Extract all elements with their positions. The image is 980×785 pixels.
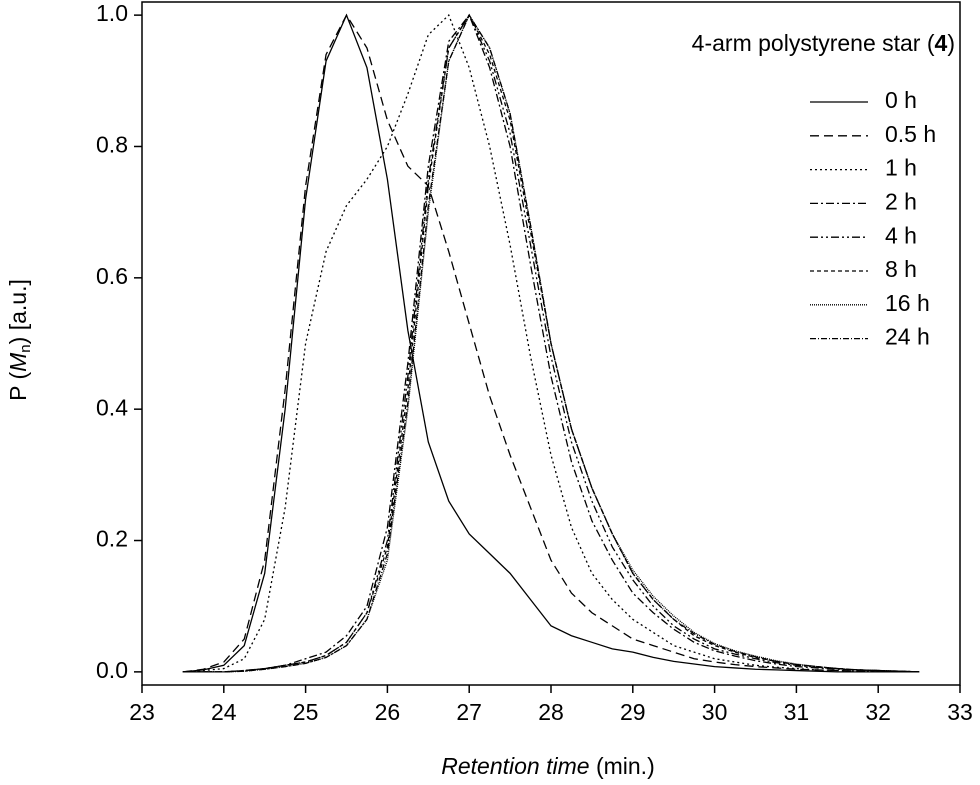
y-axis-title-part: M: [5, 352, 31, 372]
y-axis-title-part: ) [a.u.]: [5, 279, 31, 344]
x-tick-label: 31: [784, 699, 810, 725]
y-axis-title: P (Mn) [a.u.]: [5, 279, 34, 401]
x-tick-label: 24: [211, 699, 237, 725]
x-tick-label: 30: [702, 699, 728, 725]
x-tick-label: 33: [947, 699, 973, 725]
legend-label: 2 h: [885, 188, 917, 214]
x-tick-label: 26: [375, 699, 401, 725]
legend-label: 0.5 h: [885, 121, 936, 147]
y-tick-label: 0.4: [96, 394, 128, 420]
x-tick-label: 25: [293, 699, 319, 725]
y-tick-label: 0.8: [96, 132, 128, 158]
legend-label: 4 h: [885, 222, 917, 248]
x-axis-title-part: Retention time: [441, 753, 589, 779]
y-axis-title-part: P (: [5, 372, 31, 401]
legend-label: 8 h: [885, 256, 917, 282]
x-tick-label: 28: [538, 699, 564, 725]
y-tick-label: 1.0: [96, 0, 128, 26]
data-line: [182, 13, 920, 673]
annotation-text: 4: [935, 30, 948, 56]
data-line: [182, 13, 920, 673]
x-tick-label: 27: [456, 699, 482, 725]
legend-label: 24 h: [885, 324, 930, 350]
legend-label: 16 h: [885, 290, 930, 316]
x-tick-label: 23: [129, 699, 155, 725]
legend-label: 1 h: [885, 155, 917, 181]
data-line: [182, 13, 920, 673]
annotation: 4-arm polystyrene star (4): [692, 30, 955, 56]
x-tick-label: 32: [865, 699, 891, 725]
y-tick-label: 0.2: [96, 526, 128, 552]
y-tick-label: 0.6: [96, 263, 128, 289]
data-line: [182, 13, 920, 673]
annotation-text: 4-arm polystyrene star (: [692, 30, 935, 56]
data-line: [182, 13, 920, 673]
y-axis-title-part: n: [17, 344, 34, 352]
legend-label: 0 h: [885, 87, 917, 113]
x-axis-title-part: (min.): [590, 753, 655, 779]
x-tick-label: 29: [620, 699, 646, 725]
x-axis-title: Retention time (min.): [441, 753, 654, 779]
annotation-text: ): [947, 30, 955, 56]
y-tick-label: 0.0: [96, 657, 128, 683]
